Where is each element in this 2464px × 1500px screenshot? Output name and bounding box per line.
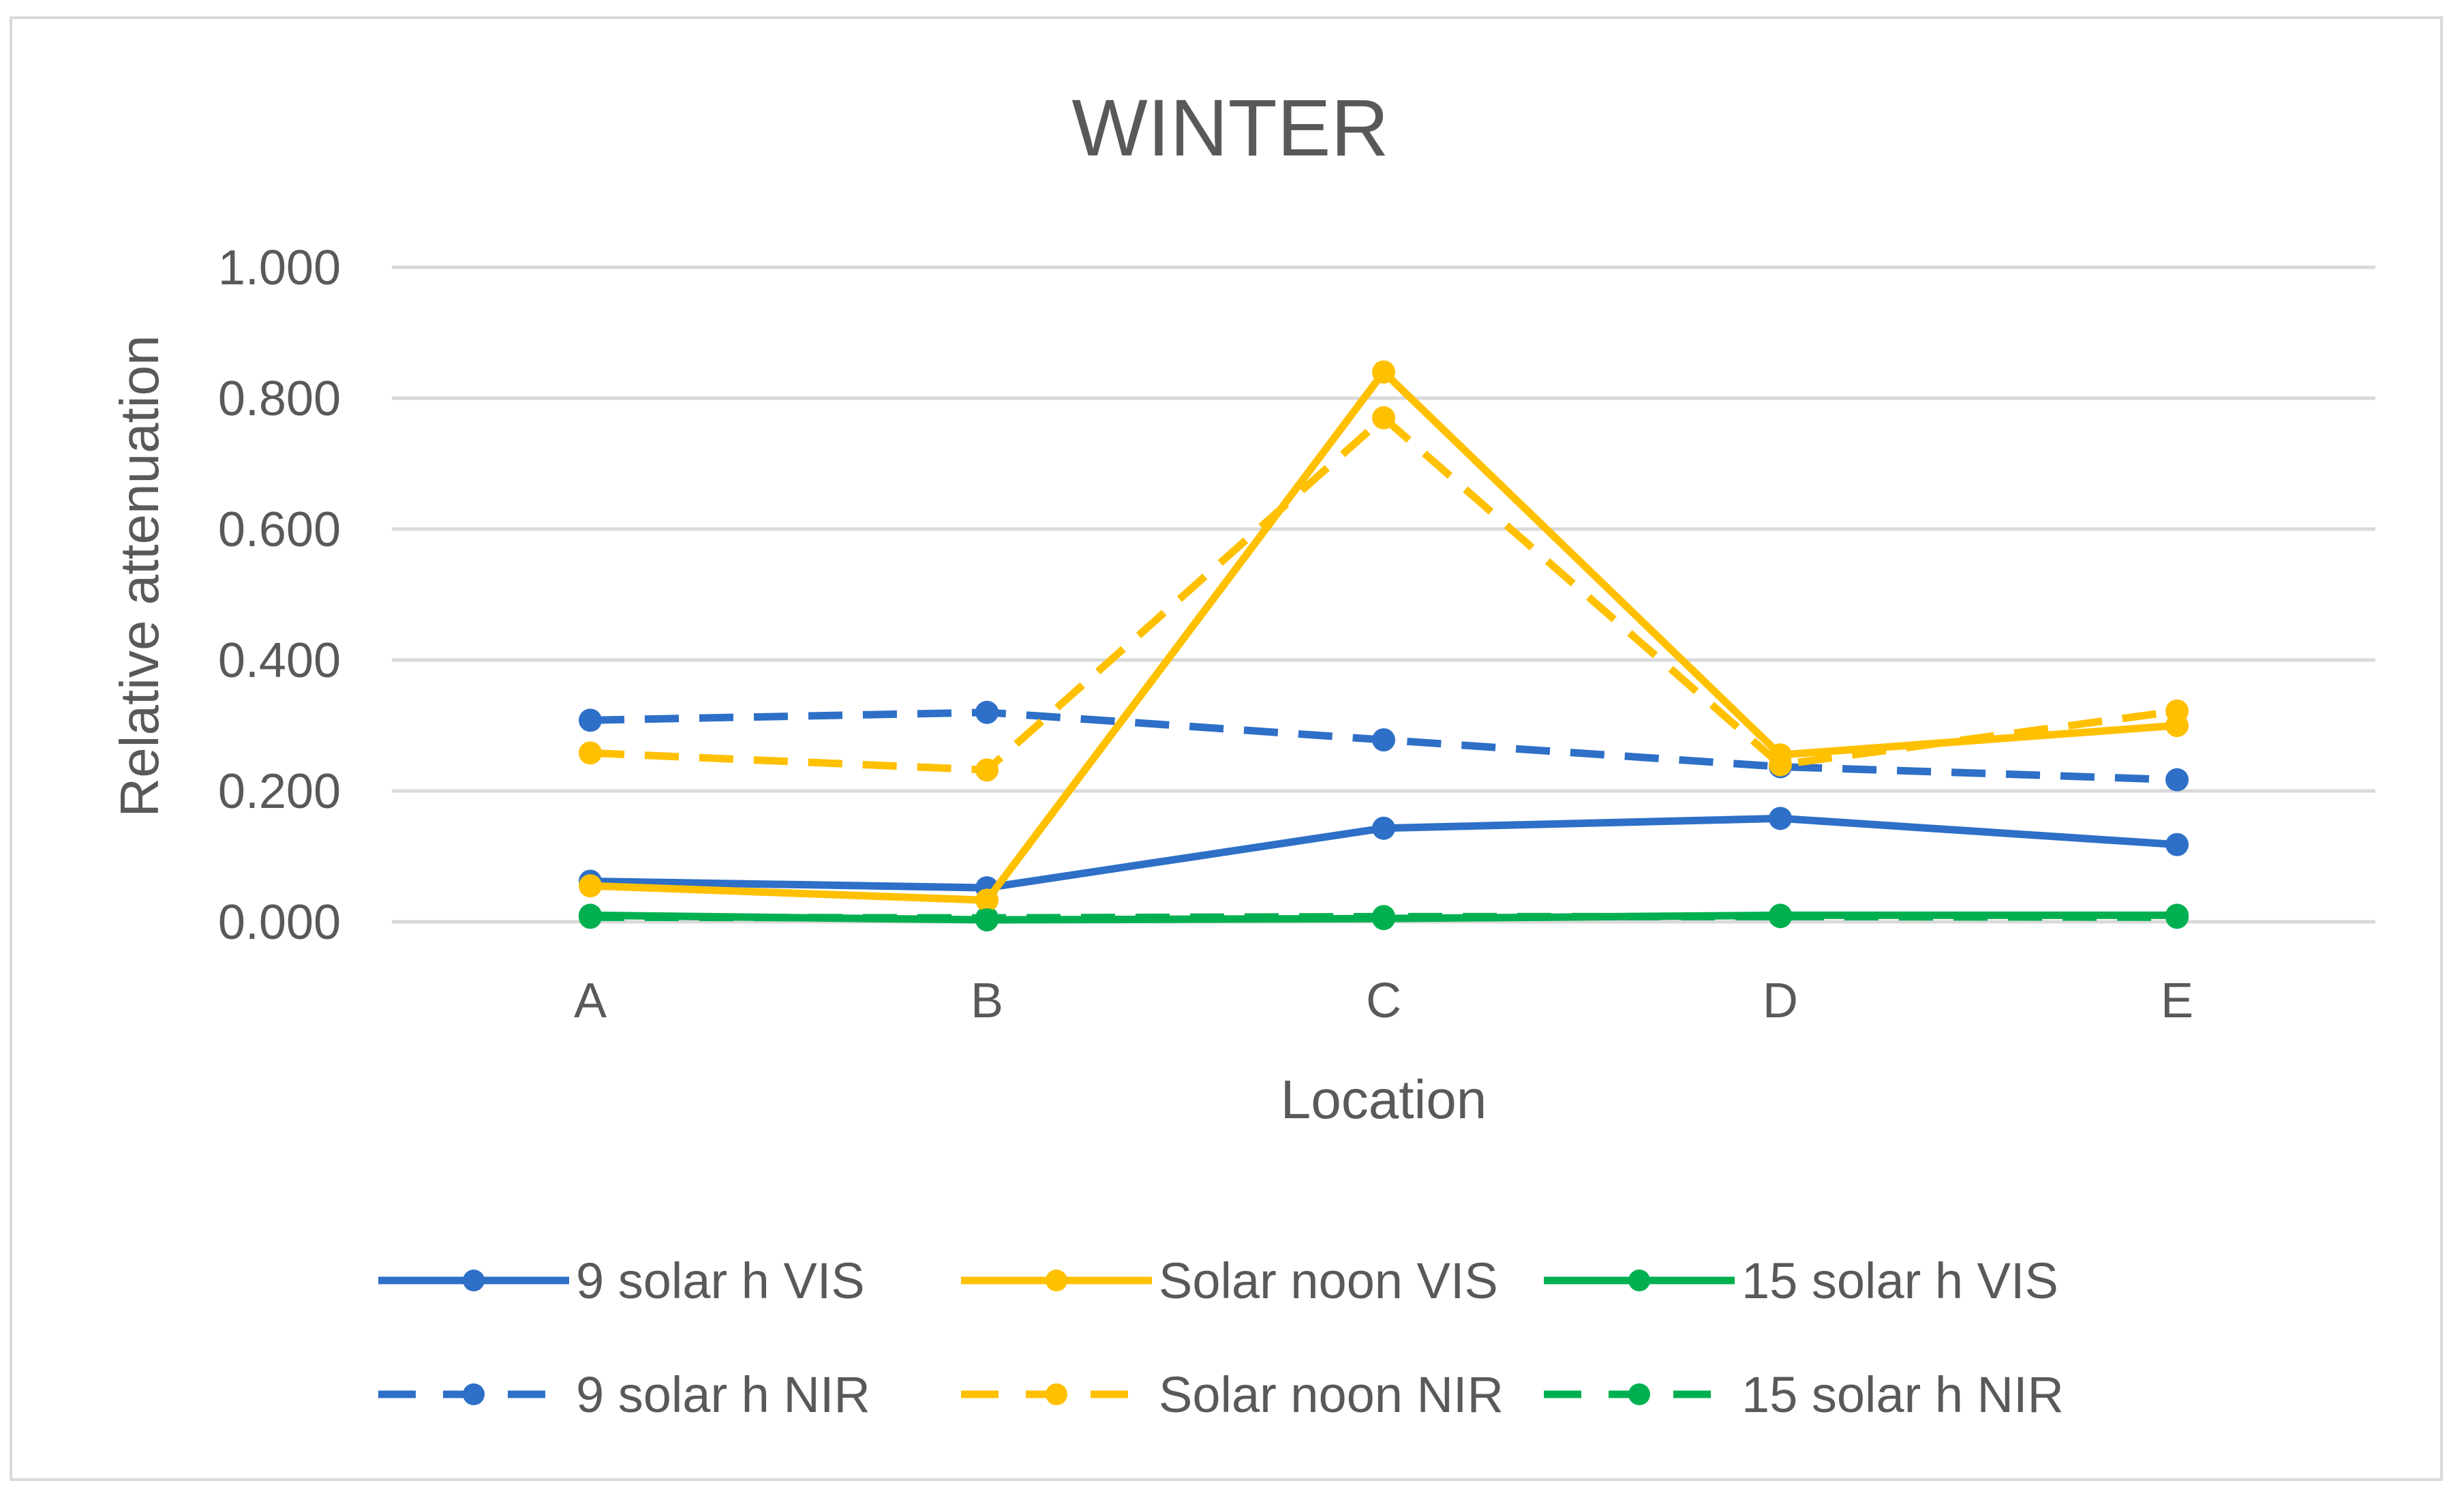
legend-item: 9 solar h NIR — [378, 1366, 870, 1423]
x-axis-ticks: A B C D E — [574, 974, 2193, 1028]
series-2 — [579, 903, 2189, 932]
legend-label: Solar noon NIR — [1159, 1366, 1504, 1423]
data-point — [1372, 360, 1395, 384]
y-axis-title: Relative attenuation — [109, 335, 170, 817]
data-point — [975, 758, 999, 782]
data-point — [1769, 807, 1792, 830]
data-point — [1372, 816, 1395, 840]
data-point — [2165, 768, 2189, 792]
data-point — [579, 708, 602, 732]
legend-item: 15 solar h NIR — [1544, 1366, 2064, 1423]
data-point — [1769, 743, 1792, 767]
gridlines — [392, 265, 2375, 924]
y-tick-label: 0.400 — [218, 633, 341, 688]
data-point — [1769, 903, 1792, 927]
data-point — [975, 888, 999, 912]
legend-item: Solar noon VIS — [961, 1252, 1498, 1309]
x-tick-label: B — [971, 974, 1003, 1028]
legend-swatch-marker — [463, 1383, 485, 1405]
legend-label: 15 solar h VIS — [1741, 1252, 2058, 1309]
y-tick-label: 0.200 — [218, 764, 341, 819]
data-point — [975, 700, 999, 724]
legend-item: Solar noon NIR — [961, 1366, 1504, 1423]
series-1 — [579, 360, 2189, 912]
data-point — [2165, 832, 2189, 856]
chart-title: WINTER — [1071, 83, 1388, 173]
series-layer — [579, 360, 2189, 932]
chart-frame — [10, 16, 2443, 1481]
x-axis-title: Location — [1281, 1069, 1487, 1130]
legend-item: 9 solar h VIS — [378, 1252, 865, 1309]
x-tick-label: A — [574, 974, 607, 1028]
y-tick-label: 0.600 — [218, 502, 341, 557]
legend-swatch-marker — [1046, 1270, 1067, 1291]
legend-label: 9 solar h VIS — [576, 1252, 865, 1309]
data-point — [1372, 406, 1395, 430]
y-tick-label: 0.800 — [218, 372, 341, 426]
legend-swatch-marker — [463, 1270, 485, 1291]
data-point — [1372, 907, 1395, 931]
data-point — [579, 874, 602, 898]
data-point — [2165, 714, 2189, 737]
x-tick-label: E — [2161, 974, 2193, 1028]
x-tick-label: D — [1763, 974, 1798, 1028]
data-point — [579, 903, 602, 927]
y-axis-ticks: 0.000 0.200 0.400 0.600 0.800 1.000 — [218, 241, 341, 950]
legend: 9 solar h VIS Solar noon VIS 15 solar h VI… — [378, 1252, 2064, 1423]
series-0 — [579, 807, 2189, 900]
legend-label: Solar noon VIS — [1159, 1252, 1498, 1309]
legend-item: 15 solar h VIS — [1544, 1252, 2058, 1309]
data-point — [2165, 903, 2189, 927]
legend-swatch-marker — [1628, 1270, 1650, 1291]
legend-label: 15 solar h NIR — [1741, 1366, 2064, 1423]
y-tick-label: 0.000 — [218, 895, 341, 950]
series-4 — [579, 406, 2189, 782]
data-point — [975, 908, 999, 932]
legend-label: 9 solar h NIR — [576, 1366, 870, 1423]
legend-swatch-marker — [1628, 1383, 1650, 1405]
data-point — [1372, 728, 1395, 752]
legend-swatch-marker — [1046, 1383, 1067, 1405]
data-point — [579, 741, 602, 765]
y-tick-label: 1.000 — [218, 241, 341, 295]
x-tick-label: C — [1366, 974, 1401, 1028]
